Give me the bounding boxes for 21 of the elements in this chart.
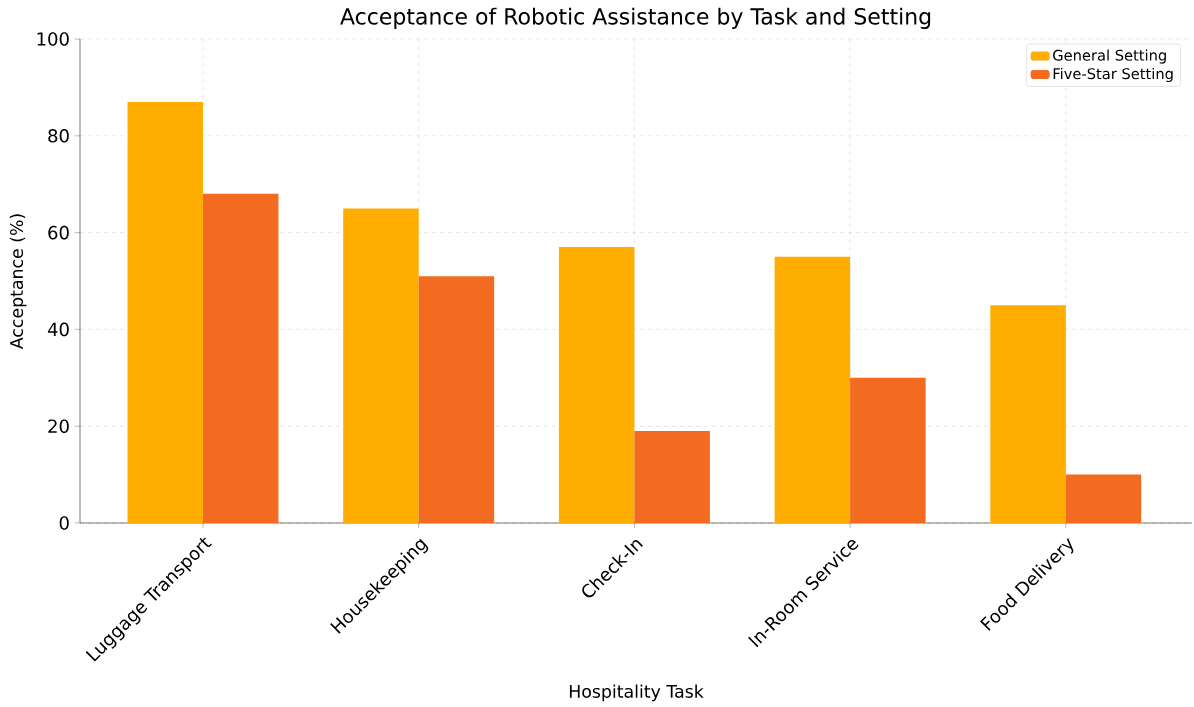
legend-label: General Setting [1053, 49, 1166, 64]
bar [343, 208, 419, 523]
y-tick-label: 20 [48, 419, 69, 433]
y-tick-label: 0 [59, 516, 69, 530]
bar [850, 377, 926, 523]
bar [990, 305, 1066, 523]
x-axis-title: Hospitality Task [569, 684, 704, 702]
y-tick-label: 60 [48, 225, 69, 240]
bar [418, 276, 495, 523]
bar [127, 101, 203, 523]
bar [1065, 474, 1142, 523]
y-axis-title: Acceptance (%) [9, 214, 27, 350]
y-tick-label: 80 [48, 128, 69, 143]
legend-label: Five-Star Setting [1053, 67, 1173, 83]
bar [202, 193, 279, 523]
bar [774, 256, 851, 523]
chart-title: Acceptance of Robotic Assistance by Task and Setting [340, 7, 931, 29]
bar [558, 247, 635, 523]
bar [634, 431, 710, 523]
y-tick-label: 40 [47, 322, 69, 337]
y-tick-label: 100 [37, 32, 69, 46]
